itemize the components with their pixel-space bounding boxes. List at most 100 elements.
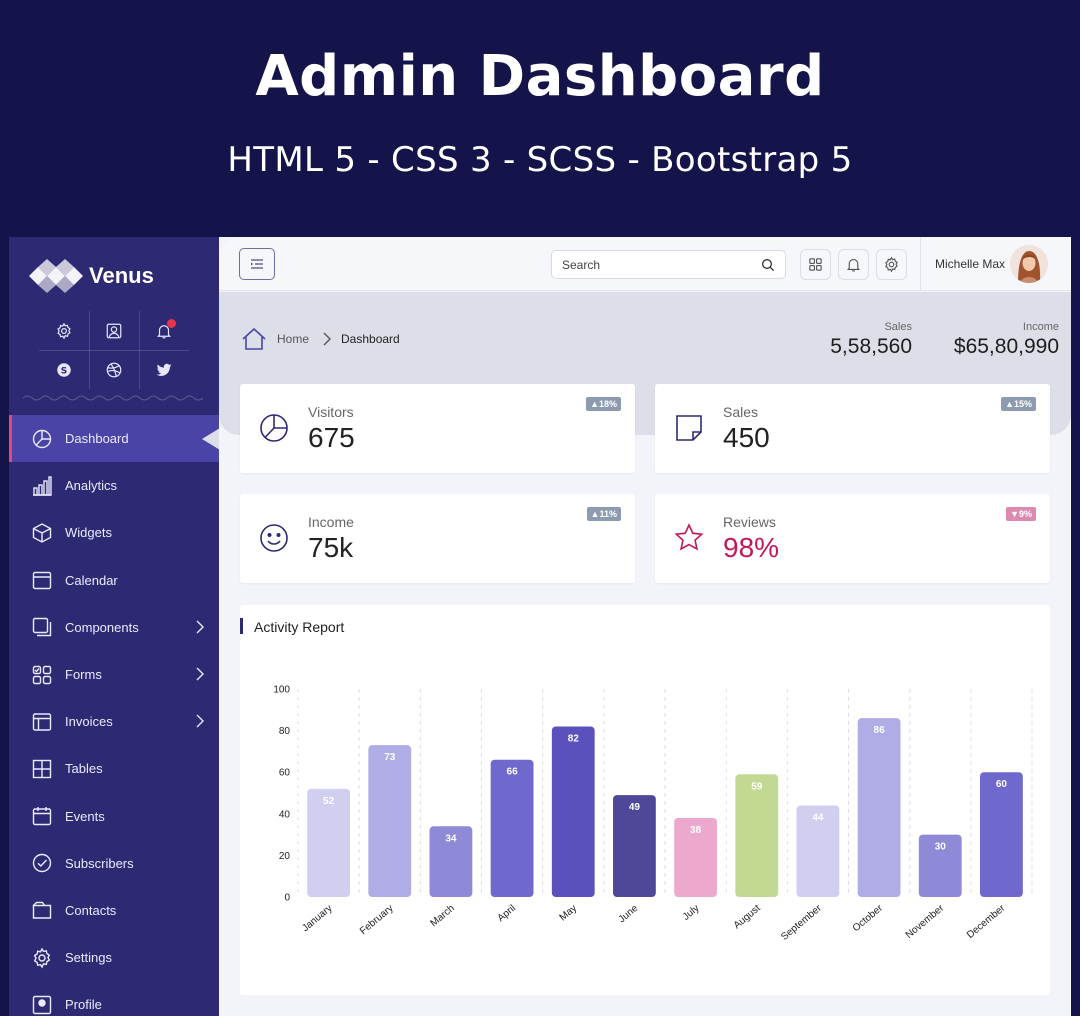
grid-icon [809, 258, 822, 271]
chevron-right-icon [196, 620, 204, 634]
sidebar-item-label: Tables [65, 761, 103, 777]
sidebar-item-label: Analytics [65, 478, 118, 494]
card-value: 450 [723, 422, 770, 453]
twitter-icon[interactable] [139, 350, 189, 389]
x-tick-label: November [904, 902, 947, 941]
gear-icon [31, 947, 53, 969]
arrow-up-icon: ▲ [1005, 399, 1014, 409]
avatar[interactable] [1010, 245, 1048, 283]
menu-toggle-button[interactable] [239, 248, 275, 280]
x-tick-label: June [617, 903, 641, 926]
sidebar-item-analytics[interactable]: Analytics [9, 462, 219, 509]
forms-icon [31, 664, 53, 686]
activity-report-card: Activity Report 0 20 40 60 80 100 52 January 73 F… [240, 605, 1050, 995]
y-tick-label: 80 [279, 726, 291, 737]
home-icon[interactable] [241, 327, 267, 351]
stat-card-sales[interactable]: Sales 450 ▲ 15% [655, 384, 1050, 473]
data-label: 86 [874, 725, 886, 736]
bar-july [674, 817, 717, 897]
sidebar-item-events[interactable]: Events [9, 793, 219, 840]
gear-icon [885, 256, 898, 273]
dribbble-icon[interactable] [89, 350, 139, 389]
card-value: 98% [723, 532, 780, 563]
bar-april [490, 759, 534, 897]
topbar: Michelle Max [219, 237, 1071, 291]
promo-title: Admin Dashboard [255, 44, 825, 109]
sidebar-item-label: Dashboard [65, 431, 129, 447]
x-tick-label: April [496, 903, 518, 924]
sidebar-item-dashboard[interactable]: Dashboard [9, 415, 220, 463]
sidebar-item-settings[interactable]: Settings [9, 934, 219, 981]
bell-icon [847, 258, 860, 272]
star-icon [674, 523, 704, 551]
bar-june [613, 795, 656, 897]
trend-badge: ▼ 9% [1006, 507, 1036, 521]
trend-badge: ▲ 11% [586, 507, 621, 521]
x-tick-label: May [558, 903, 580, 924]
pie-chart-icon [31, 428, 53, 450]
data-label: 34 [445, 833, 457, 844]
x-tick-label: March [428, 903, 456, 929]
sidebar-item-widgets[interactable]: Widgets [9, 509, 219, 556]
sidebar-item-label: Profile [65, 997, 102, 1013]
activity-report-title: Activity Report [254, 619, 345, 635]
sidebar-item-contacts[interactable]: Contacts [9, 887, 219, 934]
arrow-up-icon: ▲ [590, 399, 599, 409]
sidebar-item-calendar[interactable]: Calendar [9, 557, 219, 604]
smile-icon [260, 524, 288, 552]
search-icon[interactable] [760, 257, 776, 273]
y-tick-label: 20 [279, 851, 291, 862]
check-circle-icon [31, 852, 53, 874]
brand[interactable]: Venus [29, 259, 154, 293]
sidebar-nav: Dashboard Analytics Widgets Calendar Compone… [9, 415, 220, 1016]
sidebar-item-invoices[interactable]: Invoices [9, 698, 219, 745]
notifications-button[interactable] [838, 249, 869, 280]
stat-card-income[interactable]: Income 75k ▲ 11% [240, 494, 635, 583]
apps-button[interactable] [800, 249, 831, 280]
sidebar-item-forms[interactable]: Forms [9, 651, 219, 698]
x-tick-label: January [300, 903, 334, 934]
user-name[interactable]: Michelle Max [935, 257, 1006, 271]
breadcrumb-home[interactable]: Home [277, 332, 310, 346]
quick-actions-grid: S [39, 311, 189, 389]
app-window: Venus S [9, 237, 1071, 1016]
sidebar-item-subscribers[interactable]: Subscribers [9, 840, 219, 887]
summary-income-value: $65,80,990 [953, 335, 1059, 358]
bar-october [857, 718, 901, 897]
sidebar-item-label: Settings [65, 950, 112, 966]
y-tick-label: 100 [273, 685, 290, 696]
user-icon[interactable] [89, 311, 139, 350]
cube-icon [31, 522, 53, 544]
stat-card-visitors[interactable]: Visitors 675 ▲ 18% [240, 384, 635, 473]
profile-icon [31, 994, 53, 1016]
sidebar-item-profile[interactable]: Profile [9, 981, 219, 1016]
trend-badge: ▲ 18% [586, 397, 621, 411]
search-input[interactable] [552, 251, 752, 278]
chevron-right-icon [323, 332, 332, 346]
data-label: 66 [507, 767, 519, 778]
settings-button[interactable] [876, 249, 907, 280]
x-tick-label: August [732, 903, 763, 932]
card-label: Visitors [308, 404, 354, 420]
bell-icon[interactable] [139, 311, 189, 350]
skype-icon[interactable]: S [39, 350, 89, 389]
sidebar-item-label: Calendar [65, 572, 118, 588]
brand-logo-icon [29, 259, 83, 293]
sidebar-item-components[interactable]: Components [9, 604, 219, 651]
svg-text:S: S [61, 366, 67, 376]
arrow-up-icon: ▲ [590, 509, 600, 519]
sidebar-item-label: Subscribers [65, 855, 134, 871]
bar-may [551, 726, 595, 897]
summary-income: Income $65,80,990 [954, 321, 1059, 359]
card-value: 675 [308, 422, 355, 453]
sticky-note-icon [676, 415, 702, 441]
stat-card-reviews[interactable]: Reviews 98% ▼ 9% [655, 494, 1050, 583]
x-tick-label: July [681, 903, 702, 923]
settings-icon[interactable] [39, 311, 89, 350]
sidebar-item-tables[interactable]: Tables [9, 745, 219, 792]
breadcrumb-current: Dashboard [341, 332, 400, 346]
folder-icon [31, 899, 53, 921]
invoice-icon [31, 711, 53, 733]
bar-january [307, 788, 350, 897]
summary-sales-label: Sales [884, 321, 912, 333]
